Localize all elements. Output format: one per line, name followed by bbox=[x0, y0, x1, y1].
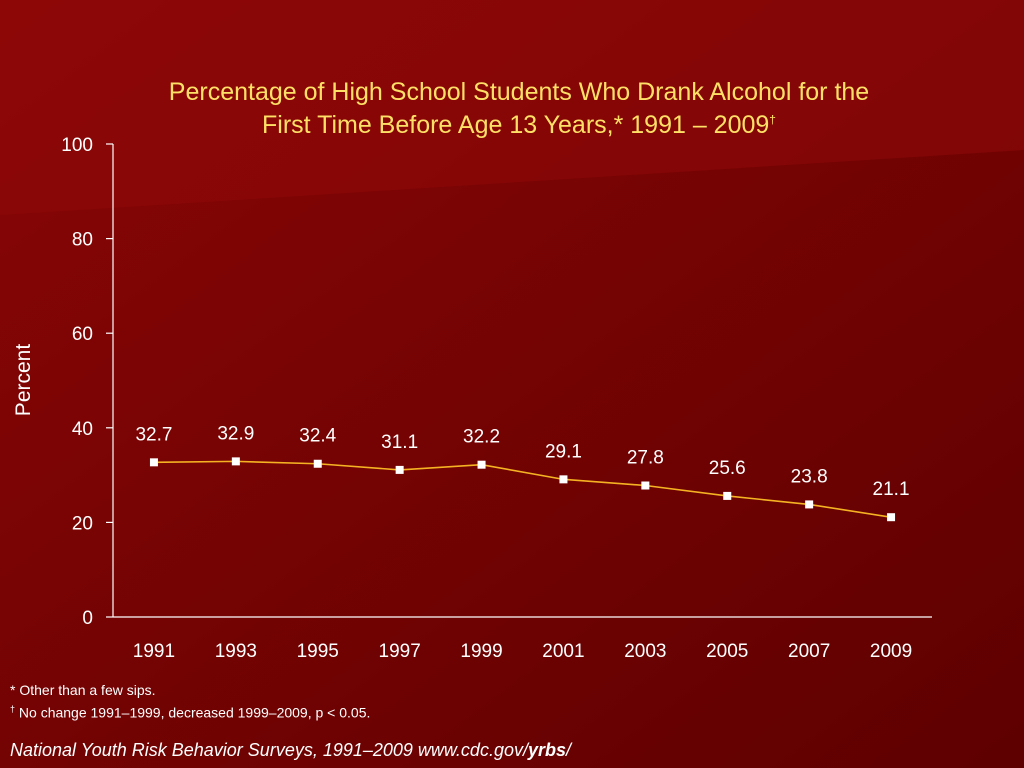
source-suffix: / bbox=[566, 740, 572, 760]
y-tick-label: 0 bbox=[82, 608, 93, 629]
y-tick-label: 40 bbox=[72, 419, 93, 440]
x-tick-label: 2005 bbox=[706, 641, 748, 662]
source-citation: National Youth Risk Behavior Surveys, 19… bbox=[10, 740, 571, 761]
data-label: 32.2 bbox=[463, 427, 500, 448]
x-tick-label: 1997 bbox=[379, 641, 421, 662]
source-bold: yrbs bbox=[527, 740, 566, 760]
data-label: 29.1 bbox=[545, 441, 582, 462]
data-point bbox=[395, 465, 404, 474]
data-point bbox=[723, 491, 732, 500]
footnote-2: † No change 1991–1999, decreased 1999–20… bbox=[10, 704, 370, 721]
x-tick-label: 2007 bbox=[788, 641, 830, 662]
x-tick-label: 2009 bbox=[870, 641, 912, 662]
data-label: 27.8 bbox=[627, 448, 664, 469]
data-point bbox=[559, 475, 568, 484]
data-point bbox=[313, 459, 322, 468]
data-label: 21.1 bbox=[873, 479, 910, 500]
x-tick-label: 1999 bbox=[460, 641, 502, 662]
chart-labels: 32.7 32.9 32.4 31.1 32.2 29.1 27.8 25.6 23.8 21.1 bbox=[135, 423, 909, 500]
data-point bbox=[477, 460, 486, 469]
chart-title-line2-text: First Time Before Age 13 Years,* 1991 – … bbox=[262, 111, 770, 139]
chart-title-dagger: † bbox=[769, 112, 776, 127]
footnote-1: * Other than a few sips. bbox=[10, 682, 156, 698]
data-point bbox=[231, 457, 240, 466]
chart-series bbox=[149, 457, 896, 522]
y-tick-label: 20 bbox=[72, 513, 93, 534]
y-axis-label: Percent bbox=[12, 344, 35, 417]
x-tick-label: 1995 bbox=[297, 641, 339, 662]
data-label: 31.1 bbox=[381, 432, 418, 453]
data-label: 32.7 bbox=[135, 424, 172, 445]
series-line bbox=[153, 460, 892, 518]
data-label: 32.9 bbox=[217, 423, 254, 444]
data-point bbox=[641, 481, 650, 490]
data-label: 25.6 bbox=[709, 458, 746, 479]
chart-title: Percentage of High School Students Who D… bbox=[60, 76, 978, 142]
chart-title-line1: Percentage of High School Students Who D… bbox=[168, 78, 870, 106]
data-point bbox=[805, 500, 814, 509]
data-label: 32.4 bbox=[299, 426, 336, 447]
y-tick-label: 60 bbox=[72, 324, 93, 345]
x-tick-label: 2001 bbox=[542, 641, 584, 662]
data-point bbox=[149, 458, 158, 467]
data-point bbox=[887, 513, 896, 522]
footnote-2-dagger: † bbox=[10, 704, 16, 714]
x-tick-label: 1991 bbox=[133, 641, 175, 662]
source-prefix: National Youth Risk Behavior Surveys, 19… bbox=[10, 740, 528, 760]
x-tick-label: 2003 bbox=[624, 641, 666, 662]
chart-axes: 0 20 40 60 80 100 Percent 1991 1993 1995 1997 1999 2… bbox=[12, 135, 932, 662]
y-tick-label: 80 bbox=[72, 230, 93, 251]
x-tick-label: 1993 bbox=[215, 641, 257, 662]
chart-title-line2: First Time Before Age 13 Years,* 1991 – … bbox=[60, 109, 978, 142]
footnote-2-text: No change 1991–1999, decreased 1999–2009… bbox=[15, 704, 371, 721]
y-tick-label: 100 bbox=[61, 135, 93, 156]
data-label: 23.8 bbox=[791, 466, 828, 487]
